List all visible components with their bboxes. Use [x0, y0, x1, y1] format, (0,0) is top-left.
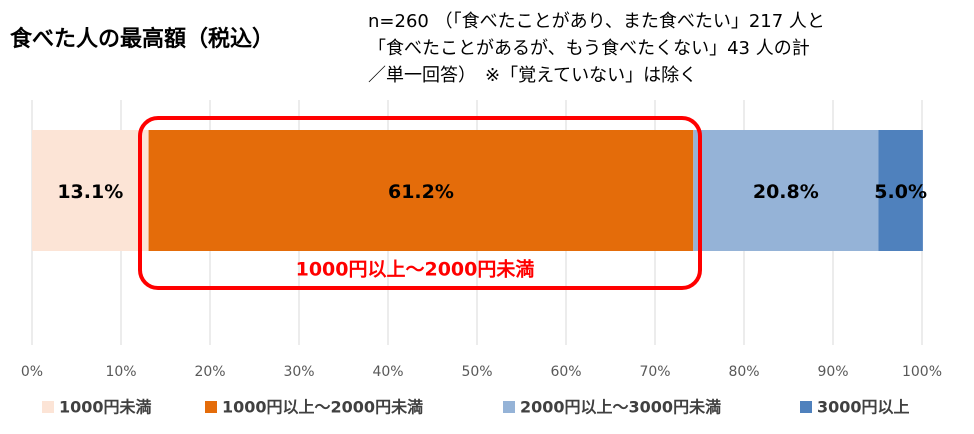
chart-title: 食べた人の最高額（税込） [10, 26, 274, 52]
legend-label: 2000円以上～3000円未満 [520, 398, 721, 417]
bar-segment [32, 130, 149, 251]
legend-swatch [205, 401, 217, 413]
highlight-box [138, 116, 702, 290]
x-tick-label: 100% [902, 364, 942, 380]
legend-swatch [503, 401, 515, 413]
bar-segment [148, 130, 694, 251]
legend-label: 1000円未満 [59, 398, 152, 417]
legend-swatch [42, 401, 54, 413]
subtitle: 「食べたことがあるが、もう食べたくない」43 人の計 [368, 38, 810, 59]
legend-label: 3000円以上 [817, 398, 910, 417]
x-tick-label: 30% [283, 364, 314, 380]
value-label: 13.1% [57, 181, 123, 203]
annotation: 1000円以上～2000円未満 [296, 258, 535, 281]
bar-segment [693, 130, 879, 251]
x-tick-label: 40% [372, 364, 403, 380]
x-tick-label: 90% [817, 364, 848, 380]
legend-label: 1000円以上～2000円未満 [222, 398, 423, 417]
value-label: 5.0% [874, 181, 927, 203]
x-tick-label: 20% [194, 364, 225, 380]
x-tick-label: 60% [550, 364, 581, 380]
x-tick-label: 80% [728, 364, 759, 380]
x-tick-label: 50% [461, 364, 492, 380]
subtitle: ／単一回答） ※「覚えていない」は除く [368, 65, 697, 86]
x-tick-label: 70% [639, 364, 670, 380]
value-label: 20.8% [753, 181, 819, 203]
bar-segment [878, 130, 923, 251]
legend-swatch [800, 401, 812, 413]
x-tick-label: 0% [21, 364, 43, 380]
x-tick-label: 10% [105, 364, 136, 380]
value-label: 61.2% [388, 181, 454, 203]
subtitle: n=260 （「食べたことがあり、また食べたい」217 人と [368, 11, 825, 32]
